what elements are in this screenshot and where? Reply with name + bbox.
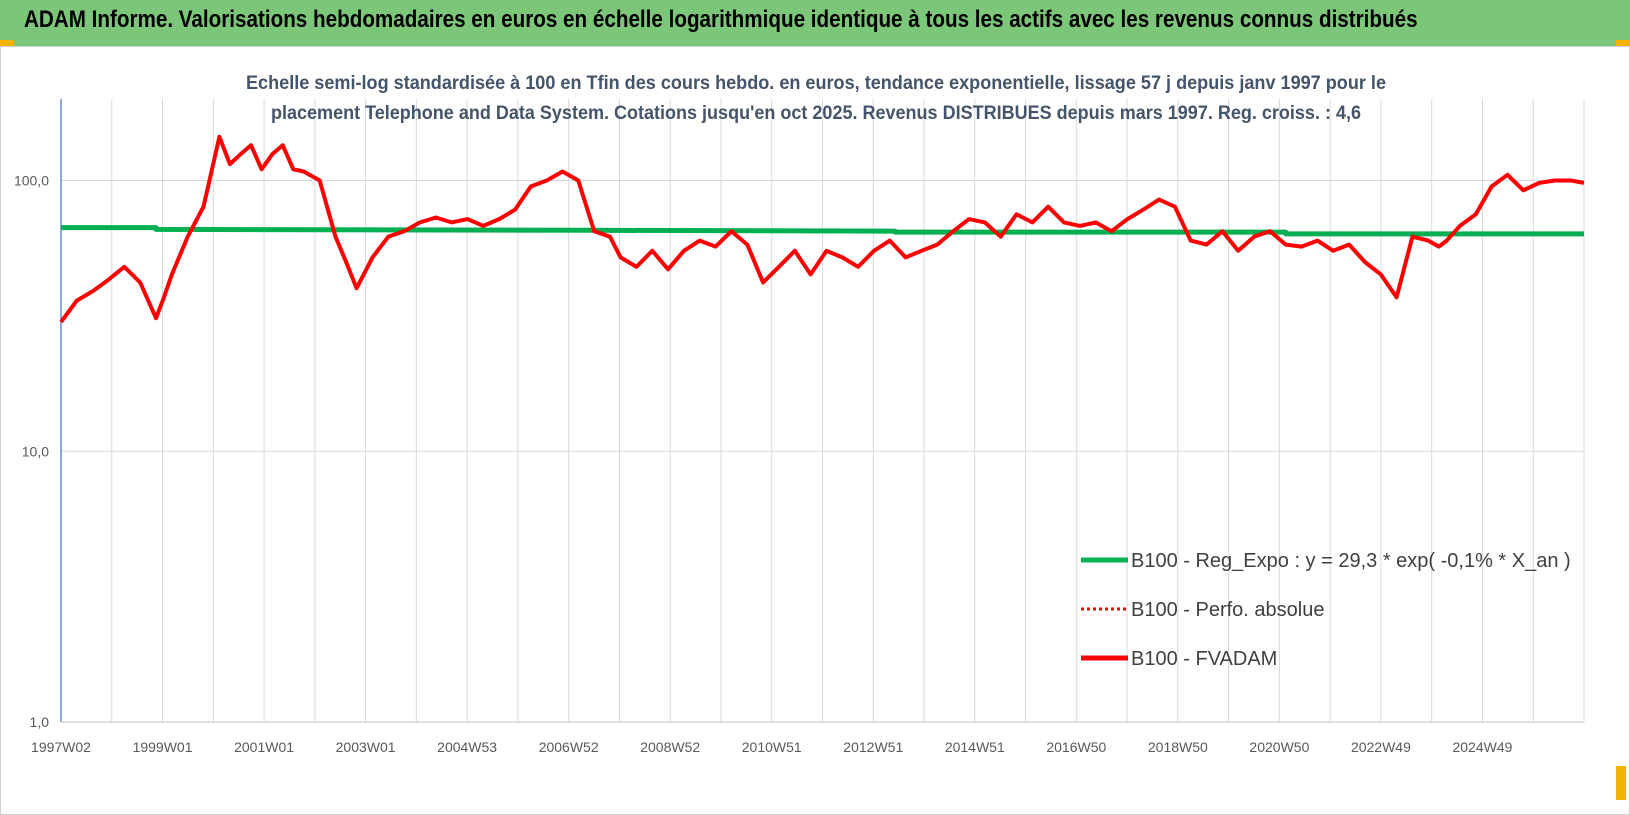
legend-label: B100 - FVADAM — [1131, 648, 1277, 670]
x-tick-label: 2016W50 — [1046, 739, 1106, 755]
chart-svg: 1,0 10,0 100,0 1997W02 1999W01 2001W01 2003W01… — [14, 73, 1585, 755]
corner-marker-bottom-right — [1616, 766, 1626, 800]
chart-subtitle-line-1: Echelle semi-log standardisée à 100 en T… — [246, 73, 1386, 94]
x-tick-label: 2014W51 — [945, 739, 1005, 755]
gridlines — [61, 99, 1585, 723]
series-line-reg-expo — [61, 225, 1584, 237]
legend: B100 - Reg_Expo : y = 29,3 * exp( -0,1% … — [1081, 550, 1571, 670]
x-tick-label: 1999W01 — [133, 739, 193, 755]
y-tick-label: 100,0 — [14, 173, 49, 189]
x-tick-label: 2003W01 — [336, 739, 396, 755]
x-tick-label: 2008W52 — [640, 739, 700, 755]
page-title: ADAM Informe. Valorisations hebdomadaire… — [24, 6, 1418, 33]
x-tick-label: 2001W01 — [234, 739, 294, 755]
x-tick-label: 2020W50 — [1249, 739, 1309, 755]
x-tick-label: 2004W53 — [437, 739, 497, 755]
corner-marker-left — [0, 40, 14, 48]
x-tick-label: 2006W52 — [539, 739, 599, 755]
legend-label: B100 - Reg_Expo : y = 29,3 * exp( -0,1% … — [1131, 550, 1571, 572]
series-layer — [59, 134, 1585, 324]
corner-marker-right — [1616, 40, 1630, 48]
axes: 1,0 10,0 100,0 1997W02 1999W01 2001W01 2003W01… — [14, 99, 1584, 755]
x-tick-label: 2012W51 — [843, 739, 903, 755]
chart-subtitle-line-2: placement Telephone and Data System. Cot… — [271, 103, 1361, 124]
x-tick-label: 2018W50 — [1148, 739, 1208, 755]
y-tick-label: 10,0 — [22, 443, 49, 459]
y-tick-label: 1,0 — [30, 714, 50, 730]
x-tick-label: 1997W02 — [31, 739, 91, 755]
header-bar: ADAM Informe. Valorisations hebdomadaire… — [0, 0, 1630, 47]
chart-area: 1,0 10,0 100,0 1997W02 1999W01 2001W01 2003W01… — [0, 46, 1630, 815]
series-line-fvadam — [59, 134, 1585, 324]
x-tick-label: 2024W49 — [1452, 739, 1512, 755]
x-tick-label: 2022W49 — [1351, 739, 1411, 755]
x-tick-label: 2010W51 — [742, 739, 802, 755]
legend-label: B100 - Perfo. absolue — [1131, 599, 1324, 621]
